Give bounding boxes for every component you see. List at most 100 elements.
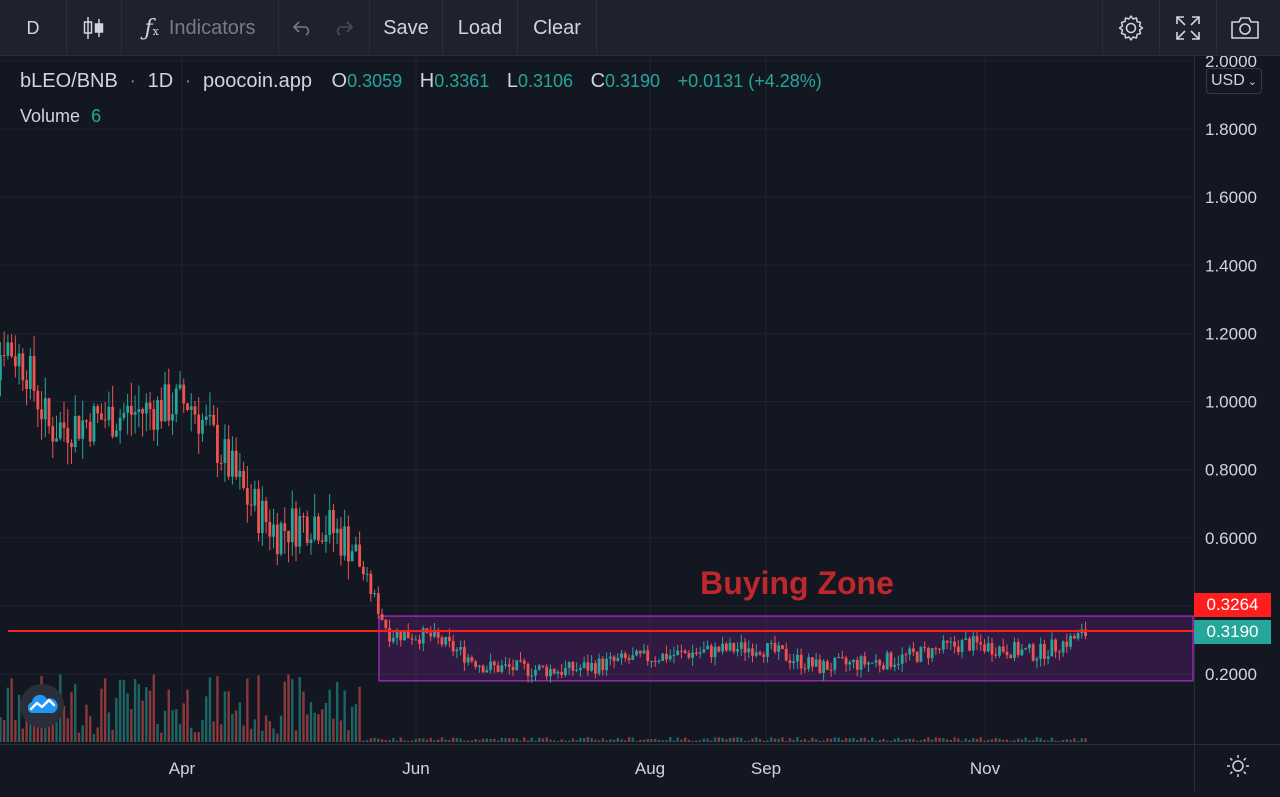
volume-bar xyxy=(429,737,432,742)
candle-body xyxy=(691,652,695,658)
volume-bar xyxy=(788,738,792,742)
volume-bar xyxy=(661,740,664,742)
volume-bar xyxy=(777,738,780,742)
candle-body xyxy=(721,643,724,652)
volume-label[interactable]: Volume xyxy=(20,106,81,126)
candle-body xyxy=(451,641,455,652)
volume-bar xyxy=(287,674,290,742)
candle-body xyxy=(66,427,70,443)
volume-bar xyxy=(687,739,691,742)
volume-bar xyxy=(115,697,118,742)
volume-bar xyxy=(508,738,511,742)
save-button[interactable]: Save xyxy=(370,0,442,56)
candle-body xyxy=(897,663,900,665)
time-axis[interactable]: Apr Jun Aug Sep Nov xyxy=(0,744,1194,791)
candle-body xyxy=(855,659,859,670)
candle-body xyxy=(234,450,238,477)
candle-body xyxy=(1054,639,1058,652)
candle-body xyxy=(945,640,949,643)
volume-bar xyxy=(264,715,268,742)
volume-bar xyxy=(369,738,373,742)
candle-body xyxy=(556,671,560,674)
volume-bar xyxy=(564,740,567,742)
candle-body xyxy=(852,659,855,663)
price-chart[interactable]: Buying Zone xyxy=(0,56,1194,744)
candle-body xyxy=(885,652,889,670)
candle-body xyxy=(751,648,754,656)
screenshot-button[interactable] xyxy=(1217,0,1273,56)
clear-button[interactable]: Clear xyxy=(518,0,596,56)
candle-body xyxy=(272,524,275,537)
volume-bar xyxy=(672,740,676,742)
candle-body xyxy=(114,430,118,437)
candle-body xyxy=(332,510,335,534)
price-tick-label: 0.2000 xyxy=(1205,665,1257,684)
volume-bar xyxy=(167,689,170,742)
candle-body xyxy=(1005,651,1009,656)
volume-bar xyxy=(70,692,73,742)
buying-zone-label[interactable]: Buying Zone xyxy=(700,565,894,601)
chart-type-button[interactable] xyxy=(67,0,121,56)
volume-bar xyxy=(927,737,930,742)
volume-bar xyxy=(137,684,141,742)
axis-settings-button[interactable] xyxy=(1194,744,1280,791)
candle-body xyxy=(1013,642,1016,659)
currency-selector[interactable]: USD ⌄ xyxy=(1206,68,1262,94)
volume-bar xyxy=(107,712,111,742)
chart-pane[interactable]: Buying Zone xyxy=(0,56,1194,744)
undo-button[interactable] xyxy=(284,0,322,56)
candle-body xyxy=(732,642,736,652)
interval-button[interactable]: D xyxy=(0,0,66,56)
candle-body xyxy=(803,668,807,670)
volume-bar xyxy=(261,730,264,742)
volume-bar xyxy=(942,738,945,742)
candle-body xyxy=(953,641,956,647)
save-label: Save xyxy=(383,16,429,39)
tradingview-logo-button[interactable] xyxy=(20,684,64,728)
candle-body xyxy=(975,636,979,643)
settings-button[interactable] xyxy=(1103,0,1159,56)
candle-body xyxy=(343,526,347,556)
volume-bar xyxy=(1080,738,1084,742)
volume-bar xyxy=(953,737,956,742)
candle-body xyxy=(687,653,691,658)
candle-body xyxy=(541,665,545,667)
fullscreen-button[interactable] xyxy=(1160,0,1216,56)
candle-body xyxy=(6,342,10,356)
symbol-name[interactable]: bLEO/BNB xyxy=(20,70,118,92)
candle-body xyxy=(638,650,642,654)
candle-body xyxy=(608,656,612,659)
high-value: 0.3361 xyxy=(434,71,490,91)
volume-bar xyxy=(201,720,204,742)
candle-body xyxy=(702,649,706,653)
candle-body xyxy=(111,406,115,437)
candle-body xyxy=(623,653,627,659)
candle-body xyxy=(317,516,320,541)
load-label: Load xyxy=(457,16,503,39)
redo-icon xyxy=(332,20,354,36)
candle-body xyxy=(743,642,747,653)
redo-button[interactable] xyxy=(324,0,362,56)
cloud-logo-icon xyxy=(25,693,59,720)
indicators-button[interactable]: ƒx Indicators xyxy=(122,0,278,56)
time-tick-label: Sep xyxy=(751,759,781,778)
volume-bar xyxy=(900,740,904,742)
volume-bar xyxy=(717,737,721,742)
candle-body xyxy=(545,666,549,677)
volume-bar xyxy=(882,738,885,742)
candle-body xyxy=(1076,633,1080,639)
load-button[interactable]: Load xyxy=(443,0,517,56)
candle-body xyxy=(249,504,253,506)
volume-bar xyxy=(186,689,189,742)
candle-body xyxy=(825,661,829,670)
volume-bar xyxy=(175,708,178,742)
candle-body xyxy=(58,422,62,439)
candle-body xyxy=(197,414,201,434)
candle-body xyxy=(260,500,264,534)
volume-bar xyxy=(597,740,601,742)
volume-bar xyxy=(665,740,668,742)
candle-body xyxy=(1069,635,1072,647)
candle-body xyxy=(968,638,971,651)
candle-body xyxy=(837,657,840,659)
volume-bar xyxy=(317,714,320,742)
